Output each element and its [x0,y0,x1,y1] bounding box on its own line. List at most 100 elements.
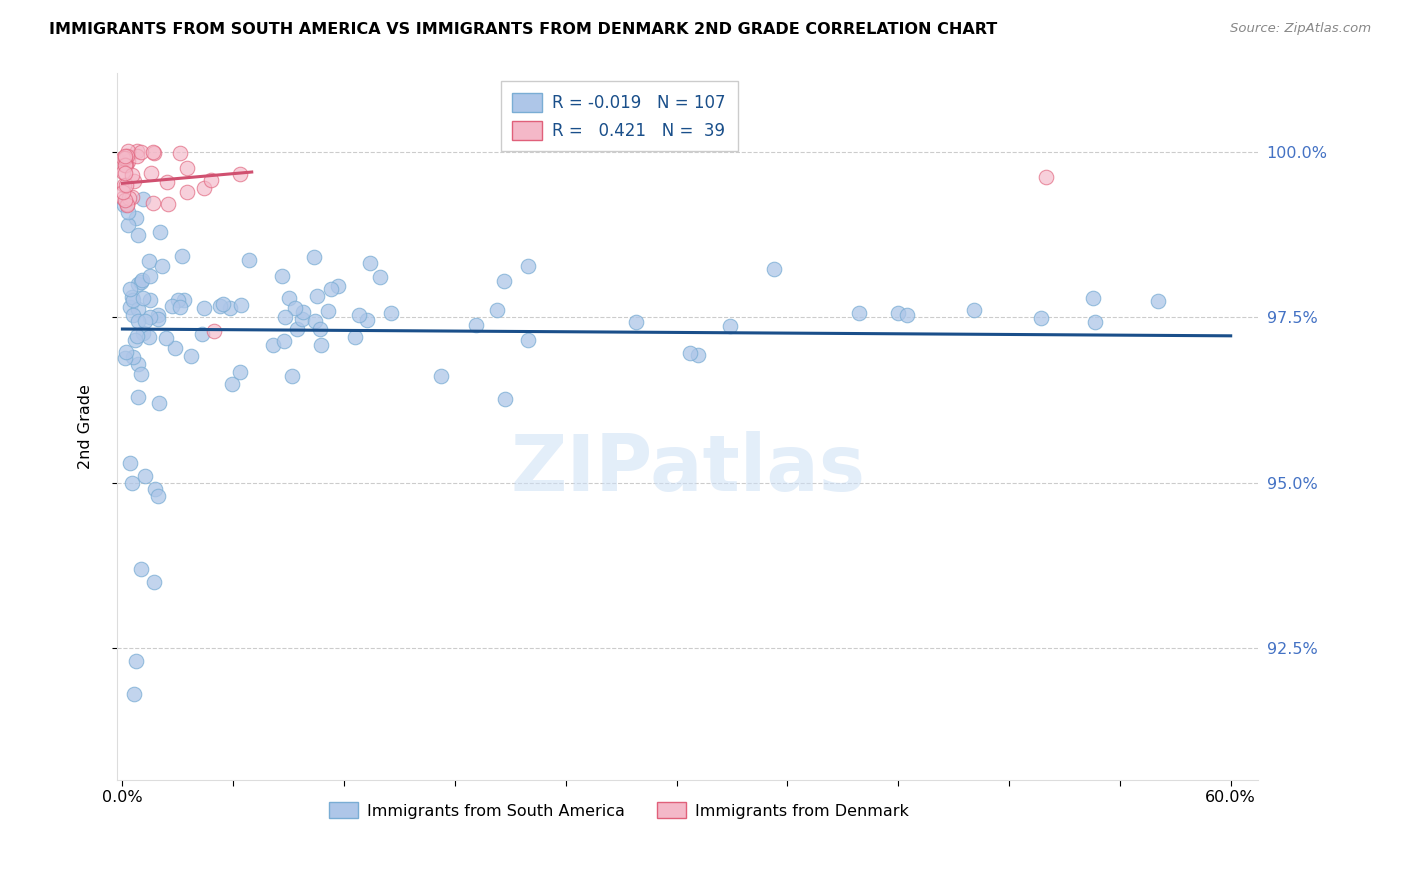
Point [138,268,160,283]
Point [142,145,165,159]
Point [148,396,170,410]
Point [848,306,870,320]
Point [169,300,191,314]
Point [127,390,149,404]
Y-axis label: 2nd Grade: 2nd Grade [79,384,93,469]
Point [302,250,325,264]
Point [138,330,160,344]
Point [114,345,136,359]
Point [132,326,155,341]
Point [193,181,215,195]
Point [121,308,143,322]
Point [157,197,180,211]
Point [1035,169,1057,184]
Point [121,290,143,304]
Point [624,315,647,329]
Point [304,314,326,328]
Point [316,303,339,318]
Point [167,293,190,307]
Point [139,293,162,307]
Point [359,255,381,269]
Point [112,191,135,205]
Point [163,341,186,355]
Point [117,145,139,159]
Point [122,293,145,308]
Point [169,145,191,160]
Point [465,318,488,332]
Point [718,319,741,334]
Point [686,348,709,362]
Point [679,346,702,360]
Point [307,289,329,303]
Point [112,198,135,212]
Point [429,369,451,384]
Point [114,178,136,192]
Point [114,351,136,365]
Point [121,475,143,490]
Point [202,324,225,338]
Point [148,225,170,239]
Point [281,369,304,384]
Point [516,259,538,273]
Point [114,166,136,180]
Point [121,190,143,204]
Point [127,277,149,291]
Point [152,259,174,273]
Text: Source: ZipAtlas.com: Source: ZipAtlas.com [1230,22,1371,36]
Point [127,149,149,163]
Point [125,211,148,226]
Point [129,145,152,160]
Point [208,299,231,313]
Point [887,305,910,319]
Point [762,261,785,276]
Point [127,144,149,158]
Point [124,333,146,347]
Point [176,186,198,200]
Point [356,313,378,327]
Point [486,303,509,318]
Point [115,197,138,211]
Point [114,194,136,208]
Point [238,252,260,267]
Point [112,186,135,200]
Point [308,322,330,336]
Point [343,330,366,344]
Point [118,301,141,315]
Point [321,282,343,296]
Point [118,456,141,470]
Point [229,167,252,181]
Point [125,654,148,668]
Point [284,301,307,315]
Point [117,204,139,219]
Point [1031,310,1053,325]
Point [129,367,152,381]
Point [221,376,243,391]
Point [127,314,149,328]
Point [115,197,138,211]
Point [143,145,166,160]
Point [117,154,139,169]
Point [117,149,139,163]
Point [262,338,284,352]
Point [142,195,165,210]
Point [143,574,166,589]
Point [114,149,136,163]
Point [160,299,183,313]
Point [285,321,308,335]
Point [229,365,252,379]
Point [292,304,315,318]
Point [127,301,149,316]
Point [218,301,240,315]
Point [270,269,292,284]
Point [122,351,145,365]
Point [173,293,195,308]
Point [494,392,516,406]
Point [200,172,222,186]
Point [347,309,370,323]
Point [231,298,253,312]
Point [146,311,169,326]
Point [963,302,986,317]
Point [494,275,516,289]
Point [114,151,136,165]
Point [131,273,153,287]
